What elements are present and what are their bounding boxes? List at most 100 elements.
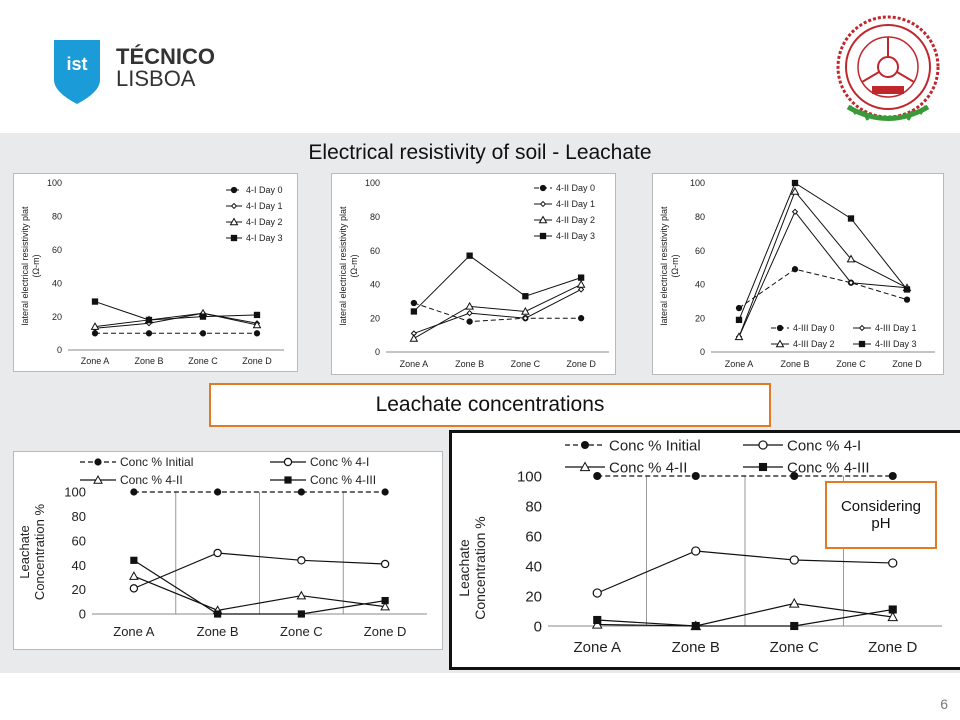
legend-marker bbox=[539, 232, 547, 240]
y-tick-label: 100 bbox=[47, 178, 62, 188]
y-tick-label: 0 bbox=[700, 347, 705, 357]
series-line bbox=[597, 608, 893, 627]
legend-label: 4-III Day 1 bbox=[875, 323, 917, 333]
data-point bbox=[691, 471, 700, 481]
legend-marker bbox=[858, 340, 866, 348]
data-point bbox=[466, 252, 473, 259]
legend-label: Conc % 4-II bbox=[609, 459, 687, 476]
x-tick-label: Zone A bbox=[725, 359, 754, 369]
chart-panel-concentration: 0 20 40 60 80 100 Zone A Zone B Zone C Zone D Leac… bbox=[13, 451, 443, 650]
data-point bbox=[252, 320, 262, 329]
slide-title: Electrical resistivity of soil - Leachat… bbox=[308, 141, 652, 164]
chart-panel-4-II: 0 20 40 60 80 100 Zone A Zone B Zone C Zone D late… bbox=[331, 173, 616, 375]
data-point bbox=[213, 548, 222, 558]
data-point bbox=[521, 306, 530, 315]
data-point bbox=[888, 558, 898, 568]
data-point bbox=[145, 316, 153, 324]
y-tick-label: 20 bbox=[370, 313, 380, 323]
data-point bbox=[887, 611, 899, 622]
data-point bbox=[903, 296, 911, 303]
data-point bbox=[593, 471, 602, 481]
data-point bbox=[465, 301, 474, 310]
data-point bbox=[847, 279, 855, 286]
data-point bbox=[130, 488, 138, 496]
y-tick-label: 40 bbox=[52, 278, 62, 288]
data-point bbox=[846, 254, 856, 263]
data-point bbox=[130, 556, 138, 564]
data-point bbox=[297, 488, 305, 496]
y-axis-title: LeachateConcentration % bbox=[456, 516, 488, 620]
y-tick-label: 80 bbox=[370, 212, 380, 222]
x-tick-label: Zone D bbox=[566, 359, 596, 369]
callout-line1: Considering bbox=[840, 498, 922, 515]
data-point bbox=[466, 318, 473, 325]
data-point bbox=[381, 488, 389, 496]
legend-marker bbox=[858, 324, 866, 332]
data-point bbox=[91, 298, 99, 305]
data-point bbox=[145, 330, 153, 337]
data-point bbox=[592, 588, 602, 598]
data-point bbox=[791, 208, 799, 215]
y-tick-label: 80 bbox=[525, 498, 542, 515]
data-point bbox=[214, 488, 222, 496]
legend-marker bbox=[93, 474, 103, 484]
y-tick-label: 60 bbox=[52, 245, 62, 255]
series-line bbox=[133, 575, 386, 611]
legend-marker bbox=[229, 217, 239, 226]
legend-marker bbox=[758, 440, 768, 450]
data-point bbox=[790, 186, 800, 195]
ist-shield-icon bbox=[54, 40, 100, 104]
tecnico-lisboa-logo: ist TÉCNICO LISBOA bbox=[54, 40, 224, 104]
data-point bbox=[903, 286, 911, 293]
x-tick-label: Zone C bbox=[188, 356, 218, 366]
x-tick-label: Zone C bbox=[770, 639, 819, 656]
legend-marker bbox=[776, 324, 784, 332]
y-tick-label: 80 bbox=[695, 212, 705, 222]
legend-label: 4-I Day 3 bbox=[246, 233, 283, 243]
data-point bbox=[790, 621, 799, 631]
legend-label: 4-I Day 1 bbox=[246, 201, 283, 211]
y-tick-label: 80 bbox=[72, 509, 86, 524]
legend-marker bbox=[94, 458, 102, 466]
series-line bbox=[738, 182, 908, 321]
data-point bbox=[91, 330, 99, 337]
legend-marker bbox=[758, 462, 768, 472]
x-tick-label: Zone C bbox=[280, 624, 323, 639]
legend-marker bbox=[284, 476, 292, 484]
legend-label: Conc % Initial bbox=[120, 455, 193, 469]
legend-marker bbox=[539, 184, 547, 192]
series-line bbox=[133, 552, 386, 589]
concentration-chart-ph: 0 20 40 60 80 100 Zone A Zone B Zone C Zone D Leac… bbox=[456, 437, 942, 656]
series-line bbox=[738, 210, 908, 337]
y-tick-label: 0 bbox=[79, 607, 86, 622]
y-tick-label: 20 bbox=[695, 313, 705, 323]
y-tick-label: 20 bbox=[72, 582, 86, 597]
data-point bbox=[129, 584, 139, 593]
ist-mark: ist bbox=[66, 54, 87, 74]
legend-label: Conc % Initial bbox=[609, 437, 701, 454]
data-point bbox=[199, 313, 207, 320]
x-tick-label: Zone B bbox=[197, 624, 239, 639]
legend-marker bbox=[230, 234, 238, 242]
resistivity-chart-4-III: 0 20 40 60 80 100 Zone A Zone B Zone C Zone D late… bbox=[659, 178, 935, 369]
data-point bbox=[847, 215, 855, 222]
university-seal-logo bbox=[828, 12, 948, 132]
y-axis-title: lateral electrical resistivity plat(Ω-m) bbox=[20, 206, 41, 326]
legend-label: Conc % 4-I bbox=[787, 437, 861, 454]
data-point bbox=[297, 610, 305, 618]
data-point bbox=[691, 621, 700, 631]
legend-label: Conc % 4-III bbox=[310, 473, 376, 487]
data-point bbox=[577, 286, 585, 293]
callout-line2: pH bbox=[871, 515, 891, 532]
data-point bbox=[522, 293, 529, 300]
x-tick-label: Zone C bbox=[836, 359, 866, 369]
y-axis-title: LeachateConcentration % bbox=[17, 504, 47, 601]
series-line bbox=[413, 302, 582, 323]
y-tick-label: 100 bbox=[517, 468, 542, 485]
chart-panel-4-III: 0 20 40 60 80 100 Zone A Zone B Zone C Zone D late… bbox=[652, 173, 944, 375]
y-tick-label: 40 bbox=[72, 558, 86, 573]
page-number: 6 bbox=[940, 696, 948, 712]
data-point bbox=[296, 590, 307, 600]
y-tick-label: 20 bbox=[52, 312, 62, 322]
data-point bbox=[577, 274, 585, 281]
